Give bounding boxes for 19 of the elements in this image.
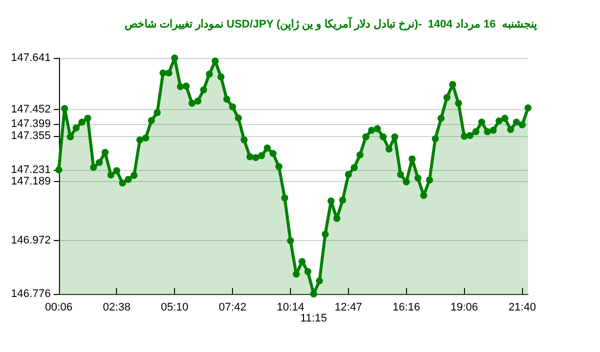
- y-tick-label: 147.355: [10, 130, 51, 142]
- x-tick-label: 21:40: [508, 302, 536, 314]
- x-tick-label: 16:16: [392, 302, 420, 314]
- x-tick-label: 12:47: [334, 302, 362, 314]
- y-tick-label: 146.972: [10, 234, 51, 247]
- x-tick-label: 05:10: [160, 302, 188, 314]
- y-tick-label: 147.452: [10, 104, 51, 116]
- y-tick-label: 146.776: [10, 288, 51, 300]
- chart-title: نمودار تغییرات شاخص USD/JPY (نرخ تبادل دلار آمریکا و ین ژاپن)- پنجشنبه 16 مرداد 1404: [124, 16, 537, 30]
- x-tick-label: 00:06: [44, 302, 73, 314]
- y-tick-label: 147.641: [10, 52, 51, 64]
- x-tick-label: 02:38: [102, 302, 130, 314]
- x-tick-label: 19:06: [450, 302, 478, 314]
- y-tick-label: 147.189: [10, 175, 51, 188]
- x-tick-label: 10:14: [276, 302, 304, 314]
- y-tick-label: 147.231: [10, 164, 51, 176]
- y-tick-label: 147.399: [10, 118, 51, 130]
- x-tick-label: 07:42: [218, 302, 246, 314]
- x-tick-label: 11:15: [300, 312, 328, 324]
